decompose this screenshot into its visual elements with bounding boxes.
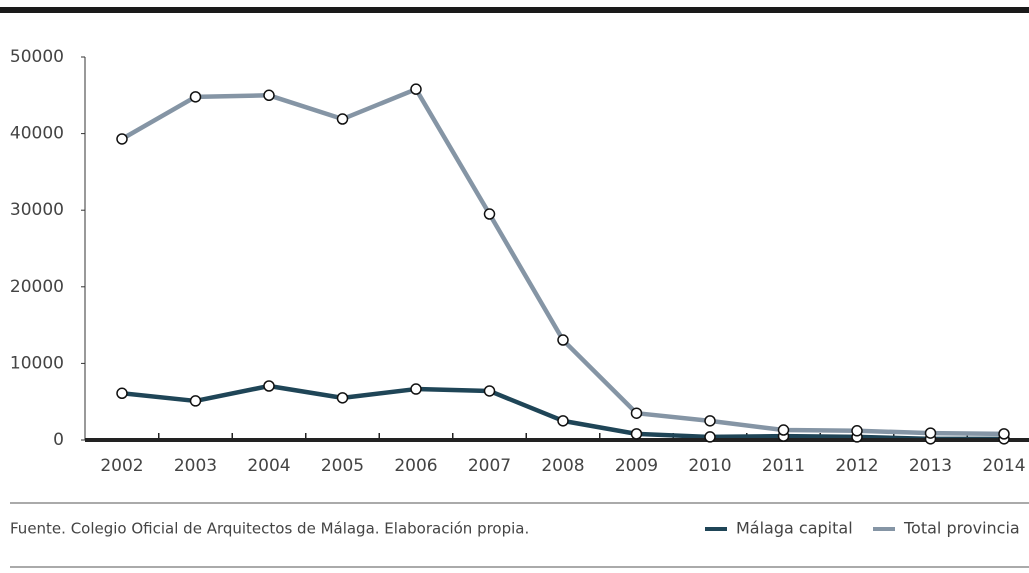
data-point <box>410 383 422 395</box>
y-tick-label: 30000 <box>10 200 64 220</box>
x-tick-label: 2007 <box>468 456 511 476</box>
data-point <box>263 380 275 392</box>
x-tick-label: 2014 <box>982 456 1025 476</box>
x-tick-label: 2011 <box>762 456 805 476</box>
data-point <box>116 387 128 400</box>
data-point <box>336 113 349 125</box>
y-tick-label: 20000 <box>10 277 64 297</box>
data-point <box>924 427 937 439</box>
data-point <box>189 395 202 407</box>
y-tick-label: 50000 <box>10 47 64 67</box>
y-tick-label: 0 <box>53 430 64 450</box>
data-point <box>189 91 202 103</box>
data-point <box>777 424 790 436</box>
data-point <box>630 407 643 419</box>
data-point <box>336 392 349 404</box>
x-tick-label: 2005 <box>321 456 364 476</box>
data-point <box>410 83 422 95</box>
x-tick-label: 2006 <box>394 456 437 476</box>
legend-label: Total provincia <box>903 519 1020 538</box>
data-point <box>483 208 496 220</box>
data-point <box>704 431 716 443</box>
x-tick-label: 2008 <box>541 456 584 476</box>
data-point <box>263 89 275 102</box>
line <box>120 86 1005 437</box>
y-tick-label: 10000 <box>10 353 64 373</box>
x-tick-label: 2002 <box>100 456 143 476</box>
data-point <box>998 428 1010 440</box>
data-point <box>116 133 128 145</box>
data-point <box>851 425 863 437</box>
data-point <box>483 385 496 397</box>
data-point <box>704 415 716 427</box>
x-tick-label: 2010 <box>688 456 731 476</box>
data-point <box>557 415 569 427</box>
data-point <box>630 428 643 440</box>
top-bar <box>0 7 1029 13</box>
y-tick-label: 40000 <box>10 124 64 144</box>
source-note: Fuente. Colegio Oficial de Arquitectos d… <box>10 520 529 538</box>
x-tick-label: 2003 <box>174 456 217 476</box>
x-tick-label: 2012 <box>835 456 878 476</box>
data-point <box>557 334 569 346</box>
x-tick-label: 2009 <box>615 456 658 476</box>
legend-label: Málaga capital <box>736 519 853 538</box>
x-tick-label: 2013 <box>909 456 952 476</box>
x-tick-label: 2004 <box>247 456 290 476</box>
